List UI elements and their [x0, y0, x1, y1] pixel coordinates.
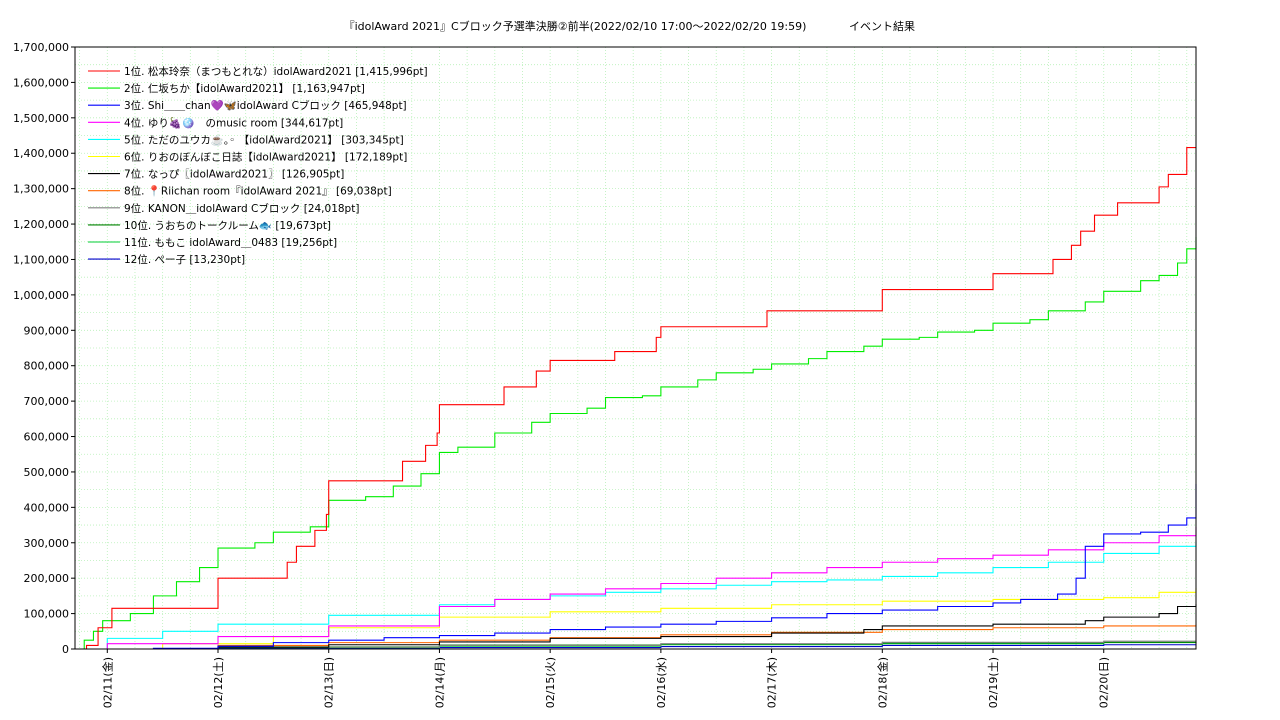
y-tick-label: 700,000	[24, 395, 70, 408]
legend-entry: 5位. ただのユウカ☕️｡◦ 【idolAward2021】 [303,345p…	[124, 133, 404, 146]
y-tick-label: 200,000	[24, 572, 70, 585]
x-tick-label: 02/18(金)	[875, 657, 889, 708]
x-tick-label: 02/20(日)	[1098, 657, 1111, 708]
legend-entry: 10位. うおちのトークルーム🐟 [19,673pt]	[124, 219, 331, 232]
x-tick-label: 02/12(土)	[212, 657, 225, 708]
series-line	[75, 526, 1197, 650]
chart-title: 『idolAward 2021』Cブロック予選準決勝②前半(2022/02/10…	[344, 19, 807, 33]
legend-entry: 11位. ももこ idolAward＿0483 [19,256pt]	[124, 236, 337, 249]
y-tick-label: 1,300,000	[13, 183, 69, 196]
x-tick-label: 02/19(土)	[987, 657, 1000, 708]
legend-entry: 3位. Shi＿＿chan💜🦋idolAward Cブロック [465,948p…	[124, 99, 407, 112]
y-tick-label: 1,500,000	[13, 112, 69, 125]
y-tick-label: 900,000	[24, 324, 70, 337]
y-tick-label: 800,000	[24, 360, 70, 373]
legend-entry: 12位. ぺー子 [13,230pt]	[124, 253, 245, 266]
y-tick-label: 1,200,000	[13, 218, 69, 231]
x-tick-label: 02/17(木)	[766, 657, 779, 708]
series-line	[75, 484, 1197, 650]
y-axis: 0 100,000 200,000 300,000 400,000 500,000 600,…	[13, 41, 75, 656]
series-line	[75, 604, 1197, 650]
grid	[75, 47, 1196, 649]
x-tick-label: 02/13(日)	[323, 657, 336, 708]
series-line	[75, 541, 1197, 650]
x-tick-label: 02/11(金)	[100, 657, 114, 708]
legend-entry: 7位. なっぴ〖idolAward2021〗 [126,905pt]	[124, 168, 344, 181]
y-tick-label: 1,600,000	[13, 76, 69, 89]
series-line	[75, 236, 1197, 650]
y-tick-label: 1,000,000	[13, 289, 69, 302]
chart-subtitle: イベント結果	[849, 19, 915, 33]
y-tick-label: 1,100,000	[13, 253, 69, 266]
legend-entry: 1位. 松本玲奈（まつもとれな）idolAward2021 [1,415,996…	[124, 65, 428, 78]
y-tick-label: 1,700,000	[13, 41, 69, 54]
x-axis: 02/11(金) 02/12(土) 02/13(日) 02/14(月) 02/15(火)…	[100, 649, 1111, 708]
series-line	[75, 588, 1197, 650]
x-tick-label: 02/14(月)	[433, 657, 446, 708]
x-tick-label: 02/16(水)	[655, 657, 668, 708]
series-line	[75, 147, 1196, 650]
series-lines	[75, 147, 1197, 650]
legend-entry: 8位. 📍Riichan room『idolAward 2021』 [69,03…	[124, 185, 392, 198]
y-tick-label: 1,400,000	[13, 147, 69, 160]
y-tick-label: 100,000	[24, 608, 70, 621]
legend-entry: 9位. KANON＿idolAward Cブロック [24,018pt]	[124, 202, 359, 215]
legend-entry: 4位. ゆり🍇🪩 のmusic room [344,617pt]	[124, 116, 343, 129]
y-tick-label: 400,000	[24, 501, 70, 514]
y-tick-label: 300,000	[24, 537, 70, 550]
plot-frame	[74, 46, 1197, 650]
legend-entry: 2位. 仁坂ちか【idolAward2021】 [1,163,947pt]	[124, 82, 365, 95]
x-tick-label: 02/15(火)	[544, 657, 557, 708]
y-tick-label: 500,000	[24, 466, 70, 479]
y-tick-label: 600,000	[24, 431, 70, 444]
y-tick-label: 0	[62, 643, 69, 656]
legend: 1位. 松本玲奈（まつもとれな）idolAward2021 [1,415,996…	[88, 65, 428, 266]
legend-entry: 6位. りおのぼんぼこ日誌【idolAward2021】 [172,189pt]	[124, 151, 407, 164]
